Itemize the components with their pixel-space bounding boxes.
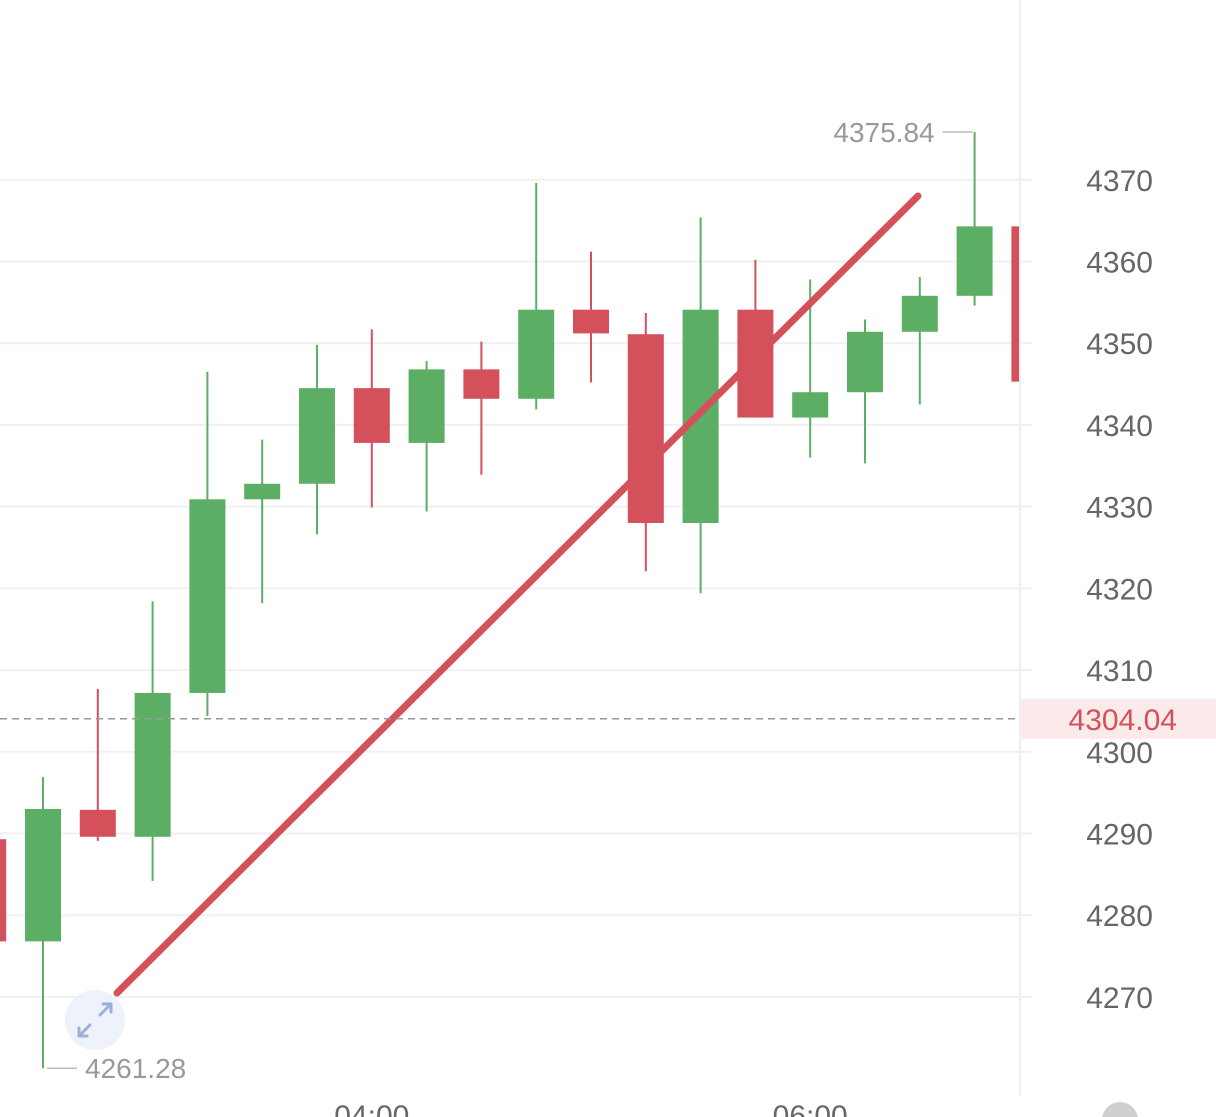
expand-button-bg[interactable] [65, 990, 125, 1050]
candle-body [79, 809, 116, 837]
y-tick-label: 4340 [1086, 410, 1153, 443]
candle-body [463, 369, 500, 399]
candle-body [244, 483, 281, 500]
y-tick-label: 4280 [1086, 900, 1153, 933]
min-label: 4261.28 [85, 1053, 186, 1084]
drawn-trend-line [113, 192, 922, 997]
candle-body [408, 369, 445, 443]
last-price-bg [1020, 698, 1216, 739]
candle-body [299, 388, 335, 484]
y-tick-label: 4320 [1086, 573, 1153, 606]
x-tick-label: 04:00 [334, 1100, 409, 1117]
candle-body [25, 808, 61, 942]
last-price-label: 4304.04 [1069, 704, 1177, 737]
y-tick-label: 4330 [1086, 492, 1153, 525]
candle-body [134, 692, 171, 837]
y-tick-label: 4270 [1086, 982, 1153, 1015]
y-tick-label: 4370 [1086, 165, 1153, 198]
scroll-handle[interactable] [1102, 1102, 1138, 1117]
y-tick-label: 4350 [1086, 328, 1153, 361]
candle-body [847, 331, 883, 393]
candle-body [353, 388, 390, 443]
y-tick-label: 4300 [1086, 737, 1153, 770]
candle-body [627, 334, 664, 523]
candle-body [737, 309, 774, 418]
candle-body [956, 226, 993, 296]
candle-body [0, 839, 7, 942]
candle-body [792, 392, 829, 418]
y-tick-label: 4290 [1086, 819, 1153, 852]
expand-icon[interactable] [77, 1002, 113, 1038]
y-tick-label: 4310 [1086, 655, 1153, 688]
y-tick-label: 4360 [1086, 246, 1153, 279]
plot-area [0, 132, 1019, 1069]
max-label: 4375.84 [833, 117, 934, 148]
expand-button[interactable] [65, 990, 125, 1050]
candle-body [189, 499, 226, 693]
labels: 4270 4280 4290 4300 4310 4320 4330 4340 4350 4360… [0, 117, 1216, 1117]
x-tick-label: 06:00 [773, 1100, 848, 1117]
grid [0, 178, 1032, 998]
candle-body [518, 309, 555, 399]
candle-body [573, 309, 609, 334]
candle-body [1011, 226, 1019, 382]
candle-body [901, 295, 938, 332]
